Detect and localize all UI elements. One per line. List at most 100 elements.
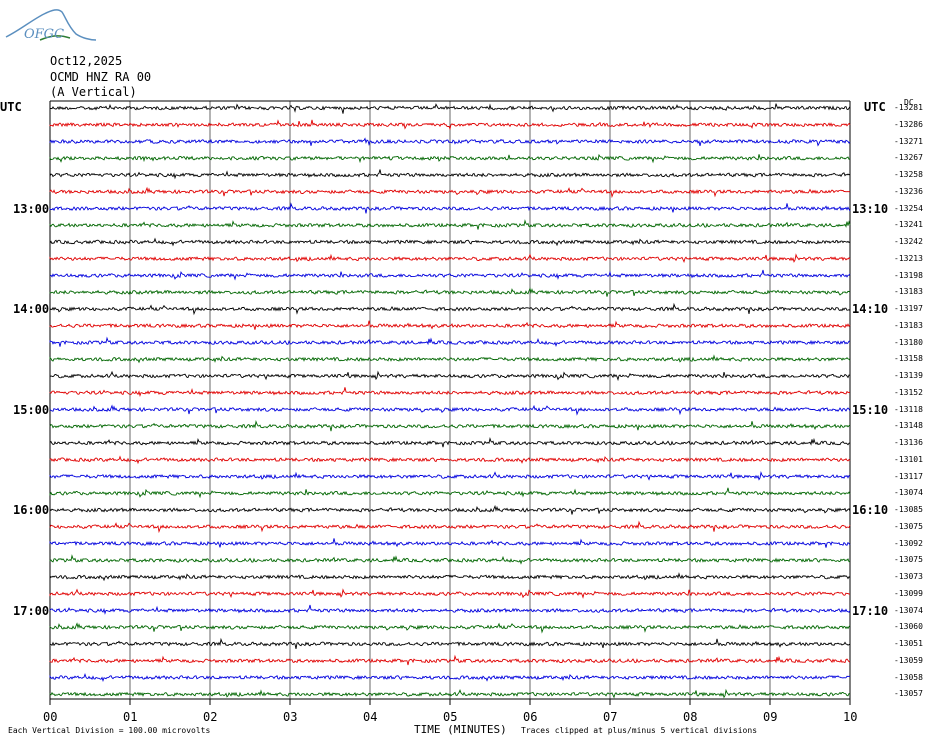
trace-24 xyxy=(49,504,851,515)
right-hour-label: 16:10 xyxy=(852,503,889,517)
ofgc-logo xyxy=(5,9,97,41)
trace-7 xyxy=(49,219,851,230)
dc-offset-label: -13180 xyxy=(894,337,923,347)
left-hour-label: 15:00 xyxy=(13,402,50,417)
station-label: OCMD HNZ RA 00 xyxy=(50,70,152,84)
right-hour-label: 13:10 xyxy=(852,201,889,216)
trace-35 xyxy=(49,688,851,699)
trace-27 xyxy=(49,554,851,565)
trace-28 xyxy=(49,572,851,582)
dc-offset-label: -13148 xyxy=(894,421,923,431)
trace-31 xyxy=(49,622,851,634)
dc-offset-label: -13271 xyxy=(894,136,923,146)
trace-5 xyxy=(49,186,851,199)
dc-offset-label: -13057 xyxy=(894,689,923,699)
trace-10 xyxy=(49,269,851,281)
trace-18 xyxy=(49,404,851,416)
x-tick-label-00: 00 xyxy=(43,710,58,724)
x-tick-label-07: 07 xyxy=(603,710,618,724)
x-tick-label-02: 02 xyxy=(203,710,218,724)
left-hour-label: 13:00 xyxy=(13,201,50,216)
left-hour-label: 14:00 xyxy=(13,302,50,316)
trace-34 xyxy=(49,673,851,682)
dc-offset-label: -13197 xyxy=(894,304,923,313)
dc-label: DC xyxy=(904,98,914,107)
trace-11 xyxy=(49,287,851,297)
trace-4 xyxy=(49,169,851,180)
dc-offset-label: -13286 xyxy=(894,119,923,129)
dc-offset-label: -13254 xyxy=(894,203,923,213)
trace-12 xyxy=(49,302,851,316)
trace-8 xyxy=(49,237,851,247)
dc-offset-label: -13242 xyxy=(894,237,923,246)
trace-19 xyxy=(49,419,851,432)
dc-offset-label: -13074 xyxy=(894,488,923,498)
dc-offset-label: -13075 xyxy=(894,521,923,531)
date-label: Oct12,2025 xyxy=(50,54,123,68)
dc-offset-label: -13117 xyxy=(894,471,923,481)
x-tick-label-04: 04 xyxy=(363,710,378,724)
trace-22 xyxy=(49,471,851,481)
left-hour-label: 17:00 xyxy=(13,603,50,618)
trace-16 xyxy=(49,370,851,382)
trace-0 xyxy=(49,103,851,114)
dc-offset-label: -13236 xyxy=(894,186,923,196)
dc-offset-label: -13058 xyxy=(894,672,923,682)
trace-13 xyxy=(49,320,851,330)
dc-offset-label: -13099 xyxy=(894,588,923,598)
dc-offset-label: -13075 xyxy=(894,555,923,565)
dc-offset-label: -13101 xyxy=(894,454,923,464)
dc-offset-label: -13073 xyxy=(894,572,923,581)
trace-1 xyxy=(49,119,851,131)
dc-offset-label: -13059 xyxy=(894,655,923,665)
minute-gridlines xyxy=(49,101,851,699)
dc-offset-label: -13085 xyxy=(894,505,923,514)
trace-30 xyxy=(49,604,851,615)
trace-17 xyxy=(49,387,851,398)
dc-offset-label: -13092 xyxy=(894,538,923,548)
dc-offset-label: -13051 xyxy=(894,639,923,648)
dc-offset-label: -13267 xyxy=(894,153,923,163)
x-axis-title: TIME (MINUTES) xyxy=(414,723,507,736)
x-tick-label-09: 09 xyxy=(763,710,778,724)
x-tick-label-08: 08 xyxy=(683,710,698,724)
logo-text: OFGC xyxy=(24,27,65,42)
trace-32 xyxy=(49,637,851,649)
trace-21 xyxy=(49,455,851,465)
dc-offset-label: -13281 xyxy=(894,103,923,112)
left-timezone-label: UTC xyxy=(0,100,22,114)
trace-23 xyxy=(49,487,851,499)
dc-offset-label: -13183 xyxy=(894,287,923,297)
dc-offset-label: -13060 xyxy=(894,622,923,632)
dc-offset-label: -13241 xyxy=(894,220,923,230)
dc-offset-label: -13118 xyxy=(894,404,923,414)
trace-3 xyxy=(49,153,851,164)
dc-offset-label: -13198 xyxy=(894,270,923,280)
trace-29 xyxy=(49,588,851,599)
trace-14 xyxy=(49,336,851,347)
clip-note: Traces clipped at plus/minus 5 vertical … xyxy=(521,726,758,735)
component-label: (A Vertical) xyxy=(50,85,137,99)
x-tick-label-10: 10 xyxy=(843,710,858,724)
x-tick-label-06: 06 xyxy=(523,710,538,724)
trace-33 xyxy=(49,654,851,666)
x-tick-label-05: 05 xyxy=(443,710,458,724)
dc-offset-label: -13213 xyxy=(894,253,923,263)
dc-offset-label: -13074 xyxy=(894,605,923,615)
dc-offset-label: -13139 xyxy=(894,371,923,380)
right-timezone-label: UTC xyxy=(864,100,886,114)
right-hour-label: 15:10 xyxy=(852,402,889,417)
dc-offset-label: -13183 xyxy=(894,320,923,330)
trace-9 xyxy=(49,253,851,263)
trace-2 xyxy=(49,137,851,147)
seismic-traces xyxy=(49,103,851,699)
trace-25 xyxy=(49,520,851,534)
dc-offset-label: -13152 xyxy=(894,387,923,397)
right-hour-label: 14:10 xyxy=(852,302,889,316)
dc-offset-label: -13158 xyxy=(894,354,923,364)
right-hour-label: 17:10 xyxy=(852,603,889,618)
trace-26 xyxy=(49,538,851,548)
scale-note: Each Vertical Division = 100.00 microvol… xyxy=(8,726,211,735)
left-hour-label: 16:00 xyxy=(13,503,50,517)
